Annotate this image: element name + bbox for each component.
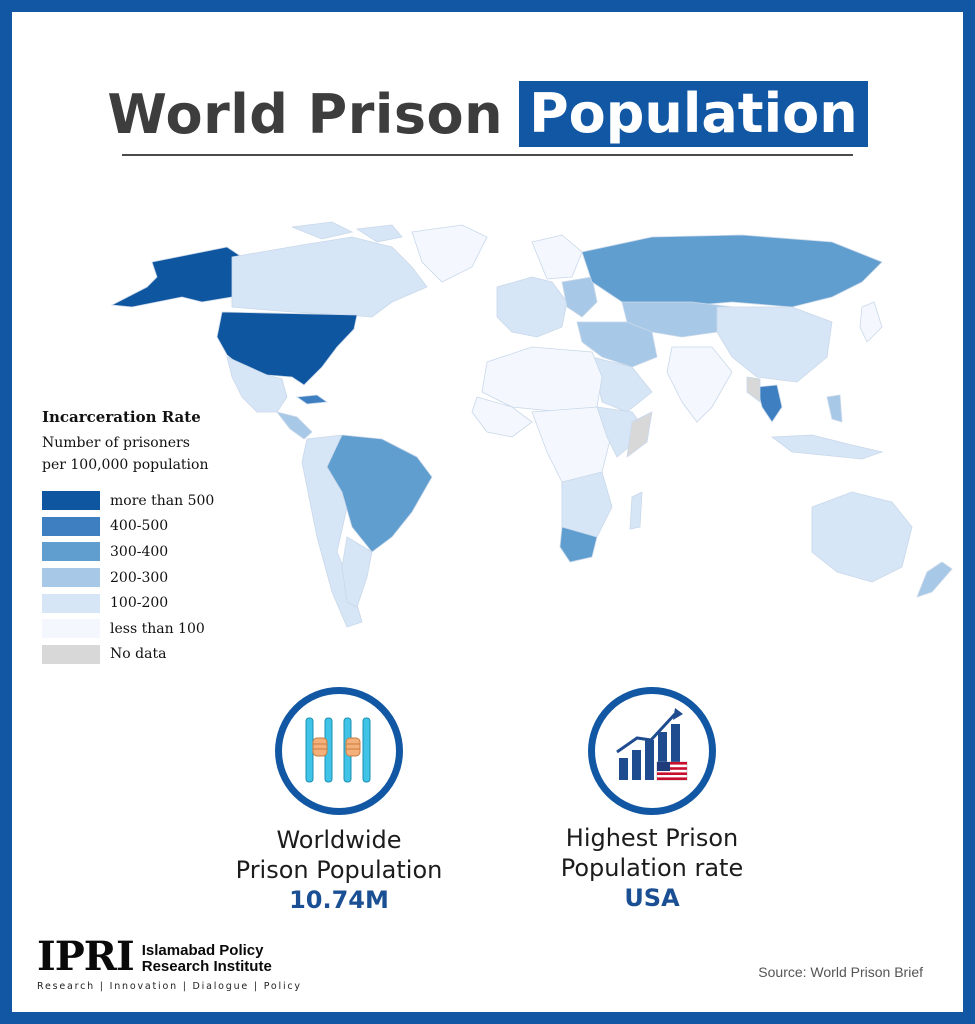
title-divider [122,154,853,156]
ipri-logo: IPRI Islamabad Policy Research Institute… [37,933,337,993]
map-indonesia [770,434,884,460]
stat-icon-ring [588,687,716,815]
map-south-africa [559,526,598,563]
map-canada [231,236,428,318]
stat-label-line1: Worldwide [276,826,402,854]
legend-list: more than 500 400-500 300-400 200-300 100-20… [42,488,262,667]
stat-value: 10.74M [289,886,389,914]
map-argentina [341,536,373,608]
map-philippines [826,394,843,423]
logo-mark: IPRI [37,933,135,980]
logo-tagline: Research | Innovation | Dialogue | Polic… [37,981,302,992]
legend-label: more than 500 [110,492,215,509]
legend-swatch [42,516,100,536]
title-part2-highlight: Population [519,81,868,147]
map-usa [216,311,358,386]
page-title: World Prison Population [12,74,963,154]
map-australia [811,491,913,583]
usa-flag-icon [656,761,688,781]
legend-item: 300-400 [42,539,262,565]
map-brazil [326,434,433,553]
legend-swatch [42,568,100,588]
source-note: Source: World Prison Brief [758,964,923,980]
legend-item: 100-200 [42,590,262,616]
map-arabia [591,356,653,413]
title-part1: World Prison [107,82,504,146]
stat-highest-rate: Highest Prison Population rate USA [517,687,787,913]
map-turkey-iran [576,321,658,368]
legend-swatch [42,619,100,639]
legend-item: less than 100 [42,616,262,642]
legend-label: 200-300 [110,569,169,586]
map-horn-africa [626,411,653,458]
logo-name-line1: Islamabad Policy [141,942,264,959]
legend-item: No data [42,642,262,668]
prison-bars-icon [305,717,371,783]
map-west-africa [471,396,533,438]
map-madagascar [629,491,643,530]
legend-swatch [42,644,100,664]
legend-title: Incarceration Rate [42,408,201,426]
stat-worldwide-population: Worldwide Prison Population 10.74M [204,687,474,915]
map-scandinavia [531,234,583,280]
map-thailand [756,384,783,423]
legend-swatch [42,491,100,511]
stat-value: USA [624,884,680,912]
legend-item: 200-300 [42,565,262,591]
map-legend: Incarceration Rate Number of prisoners p… [42,408,262,667]
legend-subtitle-line1: Number of prisoners [42,435,190,451]
legend-item: more than 500 [42,488,262,514]
legend-swatch [42,593,100,613]
logo-name: Islamabad Policy Research Institute [142,943,272,975]
map-europe-west [496,276,568,338]
legend-label: 400-500 [110,518,169,535]
stat-icon-ring [275,687,403,815]
stat-label-line2: Population rate [560,854,744,882]
legend-label: No data [110,646,167,663]
legend-swatch [42,542,100,562]
legend-label: less than 100 [110,620,205,637]
legend-subtitle-line2: per 100,000 population [42,457,209,473]
map-eastern-europe [561,276,598,318]
map-india [666,346,733,423]
map-myanmar [746,376,761,403]
legend-label: 300-400 [110,543,169,560]
map-russia [581,234,883,308]
map-new-zealand [916,561,953,598]
world-map [110,221,953,628]
map-canada-islands [291,221,403,243]
map-greenland [411,224,488,283]
map-central-america [275,411,313,440]
map-caribbean [295,394,329,405]
map-japan [859,301,883,343]
stat-label-line1: Highest Prison [565,824,739,852]
stat-label-line2: Prison Population [235,856,443,884]
legend-item: 400-500 [42,514,262,540]
logo-name-line2: Research Institute [141,958,272,975]
map-north-africa [481,346,603,413]
map-china [716,306,833,383]
legend-label: 100-200 [110,595,169,612]
map-alaska [110,246,243,308]
rising-bar-chart-icon [616,708,688,781]
